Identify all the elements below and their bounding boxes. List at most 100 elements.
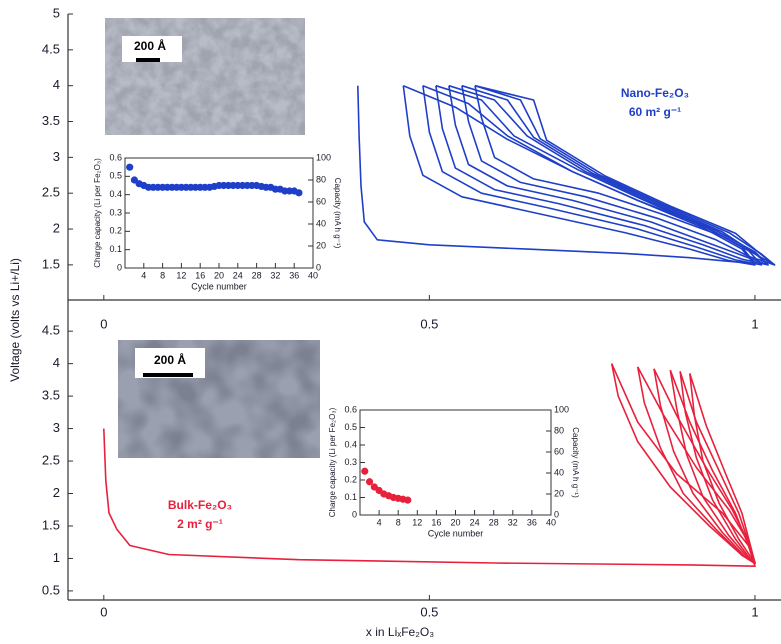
x-tick-label: 12: [176, 270, 186, 280]
x-tick-label: 32: [508, 517, 518, 527]
y-tick-label: 0.2: [344, 474, 357, 484]
y-tick-label: 0.4: [344, 439, 357, 449]
y-tick-label: 0.3: [344, 457, 357, 467]
x-tick-label: 12: [412, 517, 422, 527]
y-tick-label: 0.5: [109, 171, 122, 181]
y-tick-label: 1.5: [42, 256, 60, 271]
x-tick-label: 1: [751, 604, 758, 619]
voltage-curve: [474, 84, 776, 266]
annotation: Nano-Fe₂O₃: [621, 86, 689, 100]
y-tick-label: 4: [53, 355, 60, 370]
y-tick-label: 4.5: [42, 323, 60, 338]
voltage-curve: [103, 363, 756, 567]
voltage-curve: [461, 84, 776, 266]
x-tick-label: 20: [450, 517, 460, 527]
x-tick-label: 28: [489, 517, 499, 527]
y-tick-label: 4: [53, 77, 60, 92]
y-tick-label: 4.5: [42, 41, 60, 56]
x-tick-label: 20: [214, 270, 224, 280]
y2-tick-label: 80: [316, 174, 326, 184]
y2-tick-label: 60: [554, 446, 564, 456]
inset-frame: [124, 157, 314, 269]
x-tick-label: 1: [751, 316, 758, 331]
x-tick-label: 36: [289, 270, 299, 280]
y-tick-label: 3.5: [42, 113, 60, 128]
micrograph-bulk: [118, 340, 320, 458]
y-tick-label: 0.6: [109, 152, 122, 162]
y-tick-label: 5: [53, 5, 60, 20]
point: [295, 189, 303, 197]
x-axis-label: Cycle number: [428, 528, 484, 538]
y-tick-label: 0.3: [109, 207, 122, 217]
x-tick-label: 4: [141, 270, 146, 280]
y2-axis-label: Capacity (mA h g⁻¹): [571, 427, 580, 498]
annotation: 200 Å: [154, 352, 186, 367]
x-tick-label: 36: [527, 517, 537, 527]
y-tick-label: 2.5: [42, 185, 60, 200]
point: [404, 496, 412, 504]
y2-tick-label: 60: [316, 196, 326, 206]
y-tick-label: 3: [53, 149, 60, 164]
point: [365, 478, 374, 486]
y-tick-label: 2.5: [42, 452, 60, 467]
x-tick-label: 0: [100, 604, 107, 619]
x-axis-label: x in LiₓFe₂O₃: [366, 625, 434, 639]
x-tick-label: 24: [470, 517, 480, 527]
x-tick-label: 0: [100, 316, 107, 331]
x-axis-label: Cycle number: [191, 281, 247, 291]
x-tick-label: 8: [160, 270, 165, 280]
voltage-curve: [689, 373, 756, 564]
y-axis-label: Charge capacity (Li per Fe₂O₃): [328, 407, 337, 517]
x-tick-label: 24: [233, 270, 243, 280]
y-tick-label: 0.5: [344, 422, 357, 432]
point: [361, 467, 369, 475]
y-tick-label: 0.2: [109, 226, 122, 236]
y-axis-label: Voltage (volts vs Li+/Li): [8, 258, 22, 382]
annotation: 60 m² g⁻¹: [629, 105, 681, 119]
x-tick-label: 0.5: [420, 604, 438, 619]
y2-tick-label: 20: [554, 488, 564, 498]
x-tick-label: 16: [195, 270, 205, 280]
y-tick-label: 1.5: [42, 517, 60, 532]
voltage-curve: [679, 371, 756, 564]
annotation: 2 m² g⁻¹: [177, 517, 223, 531]
x-tick-label: 28: [252, 270, 262, 280]
x-tick-label: 16: [431, 517, 441, 527]
y-tick-label: 0: [352, 509, 357, 519]
y-tick-label: 2: [53, 485, 60, 500]
y2-tick-label: 20: [316, 240, 326, 250]
x-tick-label: 4: [377, 517, 382, 527]
voltage-curve: [357, 84, 756, 265]
annotation: Bulk-Fe₂O₃: [168, 498, 232, 512]
point: [126, 163, 134, 171]
y-tick-label: 1: [53, 550, 60, 565]
y-tick-label: 0.1: [109, 244, 122, 254]
x-tick-label: 40: [308, 270, 318, 280]
y-tick-label: 0.5: [42, 582, 60, 597]
y-tick-label: 0.1: [344, 492, 357, 502]
voltage-curve: [448, 84, 769, 266]
x-tick-label: 40: [546, 517, 556, 527]
y2-tick-label: 40: [554, 467, 564, 477]
voltage-curve: [402, 84, 756, 266]
y2-tick-label: 0: [554, 509, 559, 519]
y-axis-label: Charge capacity (Li per Fe₂O₃): [93, 158, 102, 268]
y-tick-label: 2: [53, 220, 60, 235]
y-tick-label: 0.4: [109, 189, 122, 199]
y-tick-label: 3: [53, 420, 60, 435]
y2-tick-label: 40: [316, 218, 326, 228]
x-tick-label: 0.5: [420, 316, 438, 331]
voltage-curve: [422, 84, 763, 266]
y-tick-label: 0.6: [344, 404, 357, 414]
voltage-curve: [435, 84, 769, 266]
annotation: 200 Å: [134, 38, 166, 53]
y2-axis-label: Capacity (mA h g⁻¹): [333, 178, 342, 249]
x-tick-label: 32: [270, 270, 280, 280]
y2-tick-label: 100: [554, 404, 569, 414]
y2-tick-label: 80: [554, 425, 564, 435]
y2-tick-label: 100: [316, 152, 331, 162]
y2-tick-label: 0: [316, 262, 321, 272]
y-tick-label: 0: [117, 262, 122, 272]
